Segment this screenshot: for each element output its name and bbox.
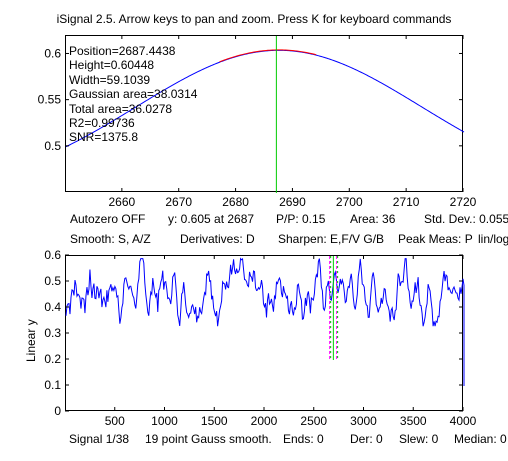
bottom-ytick-label: 0.3 xyxy=(44,326,61,340)
top-annotations: Position=2687.4438 Height=0.60448 Width=… xyxy=(69,44,197,145)
annotation-total-area: Total area=36.0278 xyxy=(69,101,173,116)
bottom-xtick-label: 3500 xyxy=(400,414,427,428)
top-xtick-label: 2670 xyxy=(165,195,192,209)
area-readout: Area: 36 xyxy=(350,212,396,226)
y-at-readout: y: 0.605 at 2687 xyxy=(168,212,255,226)
top-xtick-label: 2710 xyxy=(393,195,420,209)
derivatives-hint: Derivatives: D xyxy=(180,232,255,246)
bottom-xtick-label: 4000 xyxy=(450,414,477,428)
footer-der: Der: 0 xyxy=(350,432,383,446)
bottom-full-svg xyxy=(65,256,465,386)
top-ytick-label: 0.55 xyxy=(38,93,62,107)
bottom-ylabel: Linear y xyxy=(24,319,38,362)
annotation-gaussian-area: Gaussian area=38.0314 xyxy=(69,87,198,102)
bottom-ytick-label: 0 xyxy=(54,404,61,418)
top-ytick-label: 0.5 xyxy=(44,139,61,153)
footer-slew: Slew: 0 xyxy=(399,432,439,446)
annotation-position: Position=2687.4438 xyxy=(69,44,176,58)
bottom-xtick-label: 3000 xyxy=(350,414,377,428)
bottom-signal-line xyxy=(65,257,465,386)
smooth-hint: Smooth: S, A/Z xyxy=(70,232,151,246)
footer-smooth: 19 point Gauss smooth. xyxy=(145,432,272,446)
bottom-ytick-label: 0.5 xyxy=(44,274,61,288)
top-xtick-label: 2680 xyxy=(222,195,249,209)
footer-ends: Ends: 0 xyxy=(283,432,324,446)
top-fit-line xyxy=(219,49,317,63)
bottom-xtick-label: 500 xyxy=(105,414,125,428)
top-zoom-svg xyxy=(65,36,465,193)
bottom-xtick-label: 2000 xyxy=(251,414,278,428)
linlog-hint: lin/log: H xyxy=(478,232,508,246)
footer-median: Median: 0 xyxy=(454,432,507,446)
top-zoom-plot[interactable]: Position=2687.4438 Height=0.60448 Width=… xyxy=(65,35,465,193)
bottom-ytick-label: 0.1 xyxy=(44,378,61,392)
top-xtick-label: 2660 xyxy=(109,195,136,209)
window-title: iSignal 2.5. Arrow keys to pan and zoom.… xyxy=(56,12,452,26)
annotation-r2: R2=0.99736 xyxy=(69,116,135,131)
peak-to-peak-readout: P/P: 0.15 xyxy=(276,212,326,226)
bottom-full-plot[interactable] xyxy=(65,255,465,411)
top-xtick-label: 2690 xyxy=(279,195,306,209)
peak-meas-hint: Peak Meas: P xyxy=(398,232,473,246)
bottom-xtick-label: 1000 xyxy=(151,414,178,428)
top-xtick-label: 2720 xyxy=(450,195,477,209)
top-ytick-label: 0.6 xyxy=(44,46,61,60)
bottom-ytick-label: 0.6 xyxy=(44,248,61,262)
sharpen-hint: Sharpen: E,F/V G/B xyxy=(278,232,385,246)
std-dev-readout: Std. Dev.: 0.055 xyxy=(424,212,508,226)
bottom-xtick-label: 1500 xyxy=(201,414,228,428)
bottom-xtick-label: 2500 xyxy=(300,414,327,428)
bottom-ytick-label: 0.2 xyxy=(44,352,61,366)
bottom-ytick-label: 0.4 xyxy=(44,300,61,314)
annotation-snr: SNR=1375.8 xyxy=(69,130,139,145)
footer-signal: Signal 1/38 xyxy=(69,432,130,446)
annotation-width: Width=59.1039 xyxy=(69,72,151,87)
autozero-status: Autozero OFF xyxy=(70,212,146,226)
annotation-height: Height=0.60448 xyxy=(69,58,155,73)
top-xtick-label: 2700 xyxy=(336,195,363,209)
